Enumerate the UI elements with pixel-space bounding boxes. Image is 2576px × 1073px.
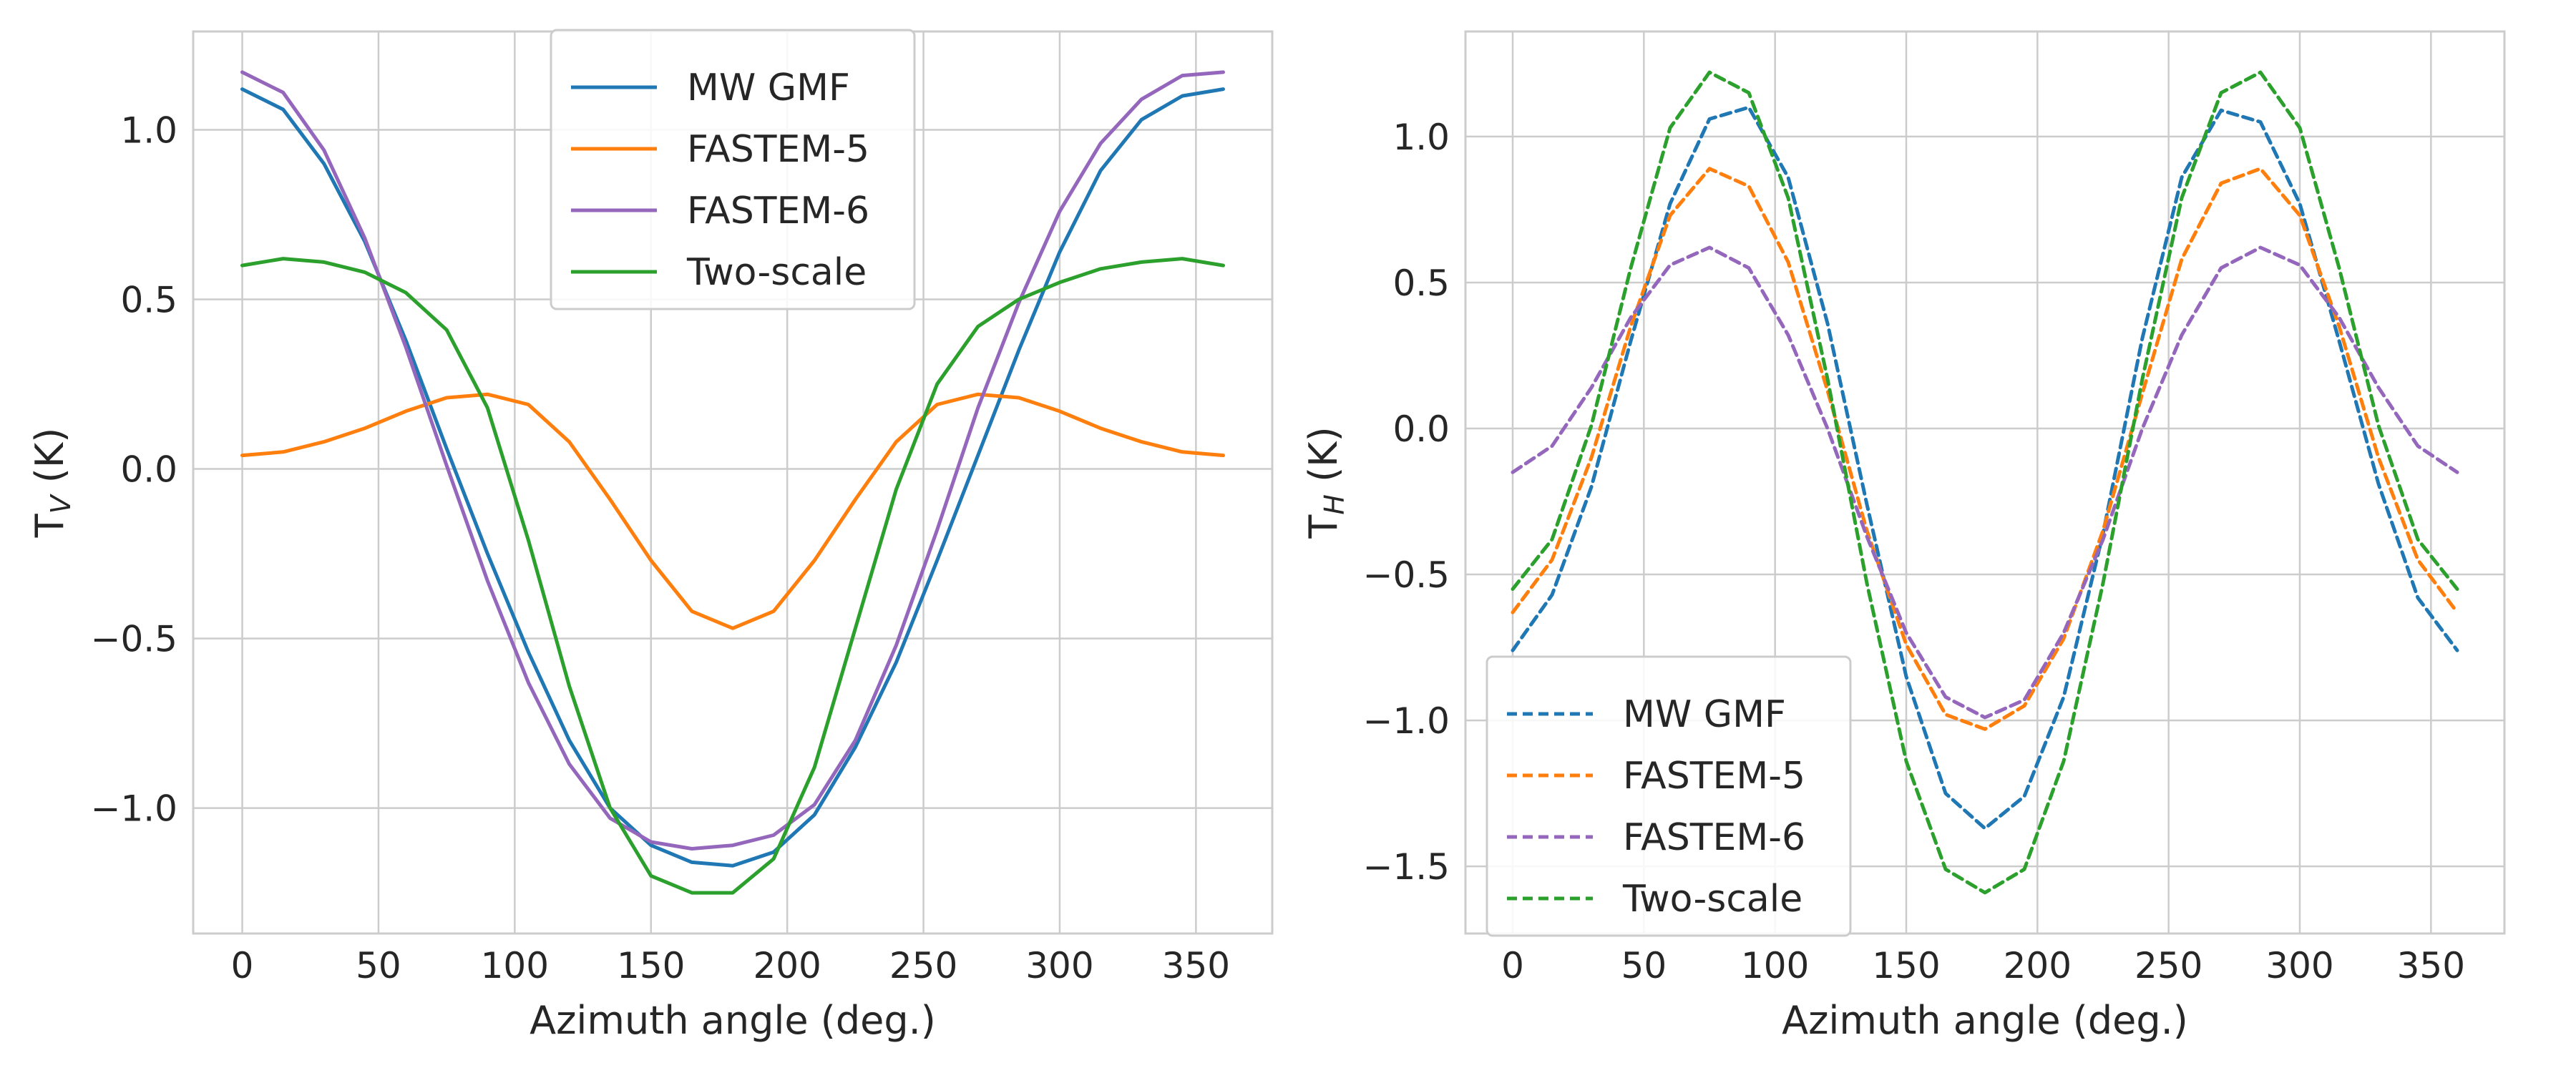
series-lines	[240, 70, 1225, 895]
y-axis-label-base: T	[1301, 514, 1346, 539]
x-tick-label: 50	[1621, 945, 1667, 986]
legend-label: MW GMF	[1623, 693, 1786, 736]
series-line-two-scale	[1511, 70, 2459, 895]
x-axis-label: Azimuth angle (deg.)	[1782, 998, 2188, 1043]
series-line-mw-gmf	[1511, 105, 2459, 831]
series-line-fastem-6	[240, 70, 1225, 851]
y-tick-label: −0.5	[91, 619, 177, 660]
panel-right-th: 0 50 100 150 200 250 300 350 −1.5 −1.0 −0.5 0.0 0.5 1…	[1301, 30, 2506, 1043]
panel-left-tv: 0 50 100 150 200 250 300 350 −1.0 −0.5 0.0 0.5 1.0 Az…	[27, 29, 1274, 1043]
x-tick-label: 250	[2135, 945, 2202, 986]
x-tick-label: 350	[1162, 945, 1230, 986]
y-tick-label: −1.5	[1363, 846, 1450, 888]
y-axis-label-unit: (K)	[27, 428, 72, 496]
series-line-mw-gmf	[240, 87, 1225, 868]
x-tick-label: 350	[2397, 945, 2465, 986]
x-tick-label: 150	[617, 945, 685, 986]
x-tick-label: 250	[889, 945, 957, 986]
y-axis-label-unit: (K)	[1301, 426, 1346, 494]
legend-label: FASTEM-6	[1623, 816, 1805, 859]
series-line-fastem-5	[240, 392, 1225, 630]
y-tick-label: −1.0	[91, 788, 177, 830]
x-tick-label: 100	[1741, 945, 1809, 986]
y-tick-label: 0.0	[120, 449, 177, 491]
series-line-two-scale	[240, 257, 1225, 895]
legend-label: FASTEM-5	[687, 128, 869, 171]
series-lines	[1511, 70, 2459, 895]
y-tick-label: −1.0	[1363, 700, 1450, 742]
x-tick-label: 100	[481, 945, 549, 986]
x-tick-label: 200	[753, 945, 821, 986]
legend: MW GMF FASTEM-5 FASTEM-6 Two-scale	[1485, 655, 1852, 937]
y-tick-label: −0.5	[1363, 554, 1450, 596]
legend-label: Two-scale	[1622, 878, 1802, 921]
x-tick-label: 300	[1025, 945, 1093, 986]
x-tick-label: 50	[356, 945, 401, 986]
x-tick-label: 0	[1501, 945, 1524, 986]
y-axis-label: TV (K)	[27, 428, 77, 539]
x-tick-label: 300	[2265, 945, 2333, 986]
legend-box	[1485, 655, 1852, 937]
x-tick-label: 0	[231, 945, 254, 986]
x-axis-label: Azimuth angle (deg.)	[530, 998, 936, 1043]
y-tick-label: 0.5	[1392, 263, 1450, 304]
legend: MW GMF FASTEM-5 FASTEM-6 Two-scale	[550, 29, 916, 310]
y-axis-label: TH (K)	[1301, 426, 1350, 539]
y-axis-label-subscript: H	[1319, 494, 1350, 515]
y-axis-label-base: T	[27, 513, 72, 538]
y-tick-label: 0.5	[120, 280, 177, 321]
legend-label: Two-scale	[686, 251, 867, 294]
x-tick-label: 200	[2004, 945, 2072, 986]
legend-label: MW GMF	[687, 67, 850, 109]
y-tick-label: 1.0	[1392, 117, 1450, 158]
y-tick-label: 1.0	[120, 109, 177, 151]
series-line-fastem-6	[1511, 245, 2459, 720]
x-tick-label: 150	[1872, 945, 1940, 986]
gridlines	[1465, 31, 2504, 934]
series-line-fastem-5	[1511, 167, 2459, 731]
y-axis-label-subscript: V	[45, 493, 77, 514]
plot-frame	[1464, 30, 2506, 935]
legend-label: FASTEM-6	[687, 190, 869, 232]
legend-label: FASTEM-5	[1623, 755, 1805, 798]
legend-box	[550, 29, 916, 310]
y-tick-label: 0.0	[1392, 408, 1450, 450]
